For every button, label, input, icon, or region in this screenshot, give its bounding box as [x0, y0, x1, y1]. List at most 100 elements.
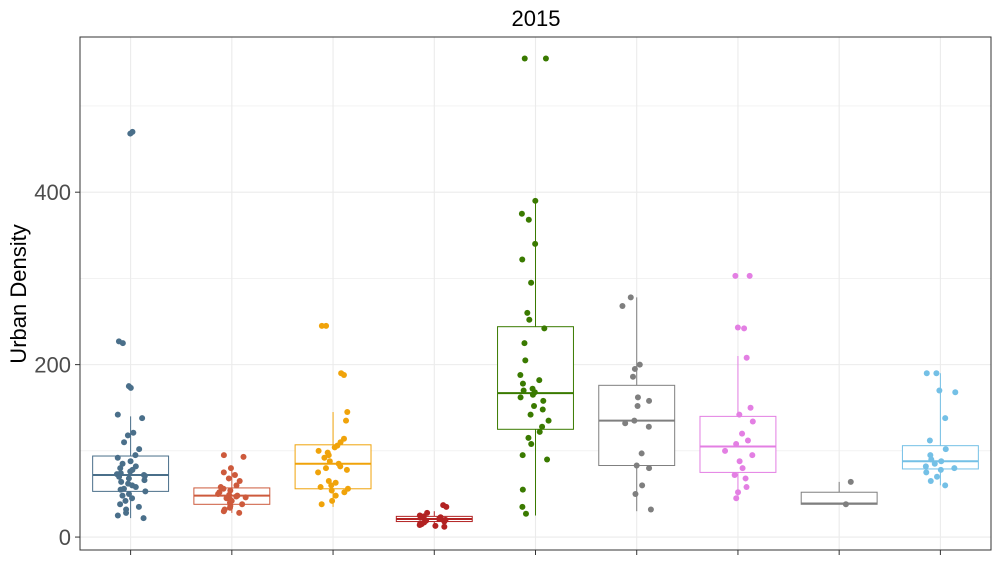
- data-point: [129, 128, 136, 135]
- data-point: [242, 494, 249, 501]
- data-point: [747, 404, 754, 411]
- data-point: [236, 478, 243, 485]
- data-point: [329, 497, 336, 504]
- data-point: [519, 256, 526, 263]
- data-point: [647, 506, 654, 513]
- data-point: [122, 497, 129, 504]
- data-point: [521, 340, 528, 347]
- data-point: [733, 440, 740, 447]
- y-axis-title: Urban Density: [6, 224, 31, 363]
- data-point: [136, 446, 143, 453]
- data-point: [923, 469, 930, 476]
- data-point: [233, 493, 240, 500]
- data-point: [646, 465, 653, 472]
- data-point: [529, 391, 536, 398]
- data-point: [942, 482, 949, 489]
- box: [497, 326, 574, 430]
- data-point: [528, 440, 535, 447]
- data-point: [746, 272, 753, 279]
- y-tick-label: 200: [34, 353, 71, 378]
- data-point: [328, 482, 335, 489]
- data-point: [542, 55, 549, 62]
- data-point: [622, 420, 629, 427]
- data-point: [139, 415, 146, 422]
- data-point: [117, 486, 124, 493]
- data-point: [936, 387, 943, 394]
- data-point: [130, 429, 137, 436]
- data-point: [519, 486, 526, 493]
- data-point: [928, 456, 935, 463]
- data-point: [132, 484, 139, 491]
- data-point: [926, 437, 933, 444]
- data-point: [317, 484, 324, 491]
- data-point: [531, 403, 538, 410]
- data-point: [443, 503, 450, 510]
- data-point: [519, 503, 526, 510]
- data-point: [140, 515, 147, 522]
- data-point: [220, 452, 227, 459]
- data-point: [225, 475, 232, 482]
- data-point: [527, 411, 534, 418]
- data-point: [318, 322, 325, 329]
- data-point: [518, 210, 525, 217]
- data-point: [220, 485, 227, 492]
- data-point: [933, 370, 940, 377]
- data-point: [938, 458, 945, 465]
- data-point: [539, 406, 546, 413]
- data-point: [733, 495, 740, 502]
- data-point: [135, 503, 142, 510]
- boxes: [92, 200, 979, 525]
- data-point: [117, 465, 124, 472]
- data-point: [735, 489, 742, 496]
- data-point: [436, 515, 443, 522]
- data-point: [524, 309, 531, 316]
- data-point: [119, 340, 126, 347]
- data-point: [645, 423, 652, 430]
- data-point: [639, 482, 646, 489]
- data-point: [321, 454, 328, 461]
- data-point: [749, 452, 756, 459]
- data-point: [517, 394, 524, 401]
- data-point: [318, 501, 325, 508]
- data-point: [749, 418, 756, 425]
- data-point: [519, 452, 526, 459]
- data-point: [240, 453, 247, 460]
- data-point: [226, 504, 233, 511]
- data-point: [114, 512, 121, 519]
- data-point: [532, 240, 539, 247]
- data-point: [332, 492, 339, 499]
- data-point: [323, 322, 330, 329]
- data-point: [119, 492, 126, 499]
- data-point: [526, 316, 533, 323]
- data-point: [215, 490, 222, 497]
- data-point: [937, 466, 944, 473]
- y-tick-label: 400: [34, 180, 71, 205]
- data-point: [619, 303, 626, 310]
- data-point: [742, 475, 749, 482]
- data-point: [441, 523, 448, 530]
- data-point: [124, 432, 131, 439]
- data-point: [344, 409, 351, 416]
- data-point: [117, 501, 124, 508]
- data-points: [113, 55, 959, 530]
- data-point: [734, 324, 741, 331]
- data-point: [521, 55, 528, 62]
- y-tick-label: 0: [59, 525, 71, 550]
- data-point: [942, 415, 949, 422]
- data-point: [736, 411, 743, 418]
- data-point: [114, 411, 121, 418]
- boxplot-group: [699, 356, 777, 499]
- data-point: [116, 473, 123, 480]
- data-point: [743, 354, 750, 361]
- data-point: [931, 460, 938, 467]
- data-point: [325, 452, 332, 459]
- data-point: [322, 465, 329, 472]
- data-point: [326, 458, 333, 465]
- chart-title: 2015: [512, 6, 561, 31]
- data-point: [544, 456, 551, 463]
- data-point: [540, 397, 547, 404]
- data-point: [227, 465, 234, 472]
- data-point: [847, 478, 854, 485]
- data-point: [634, 394, 641, 401]
